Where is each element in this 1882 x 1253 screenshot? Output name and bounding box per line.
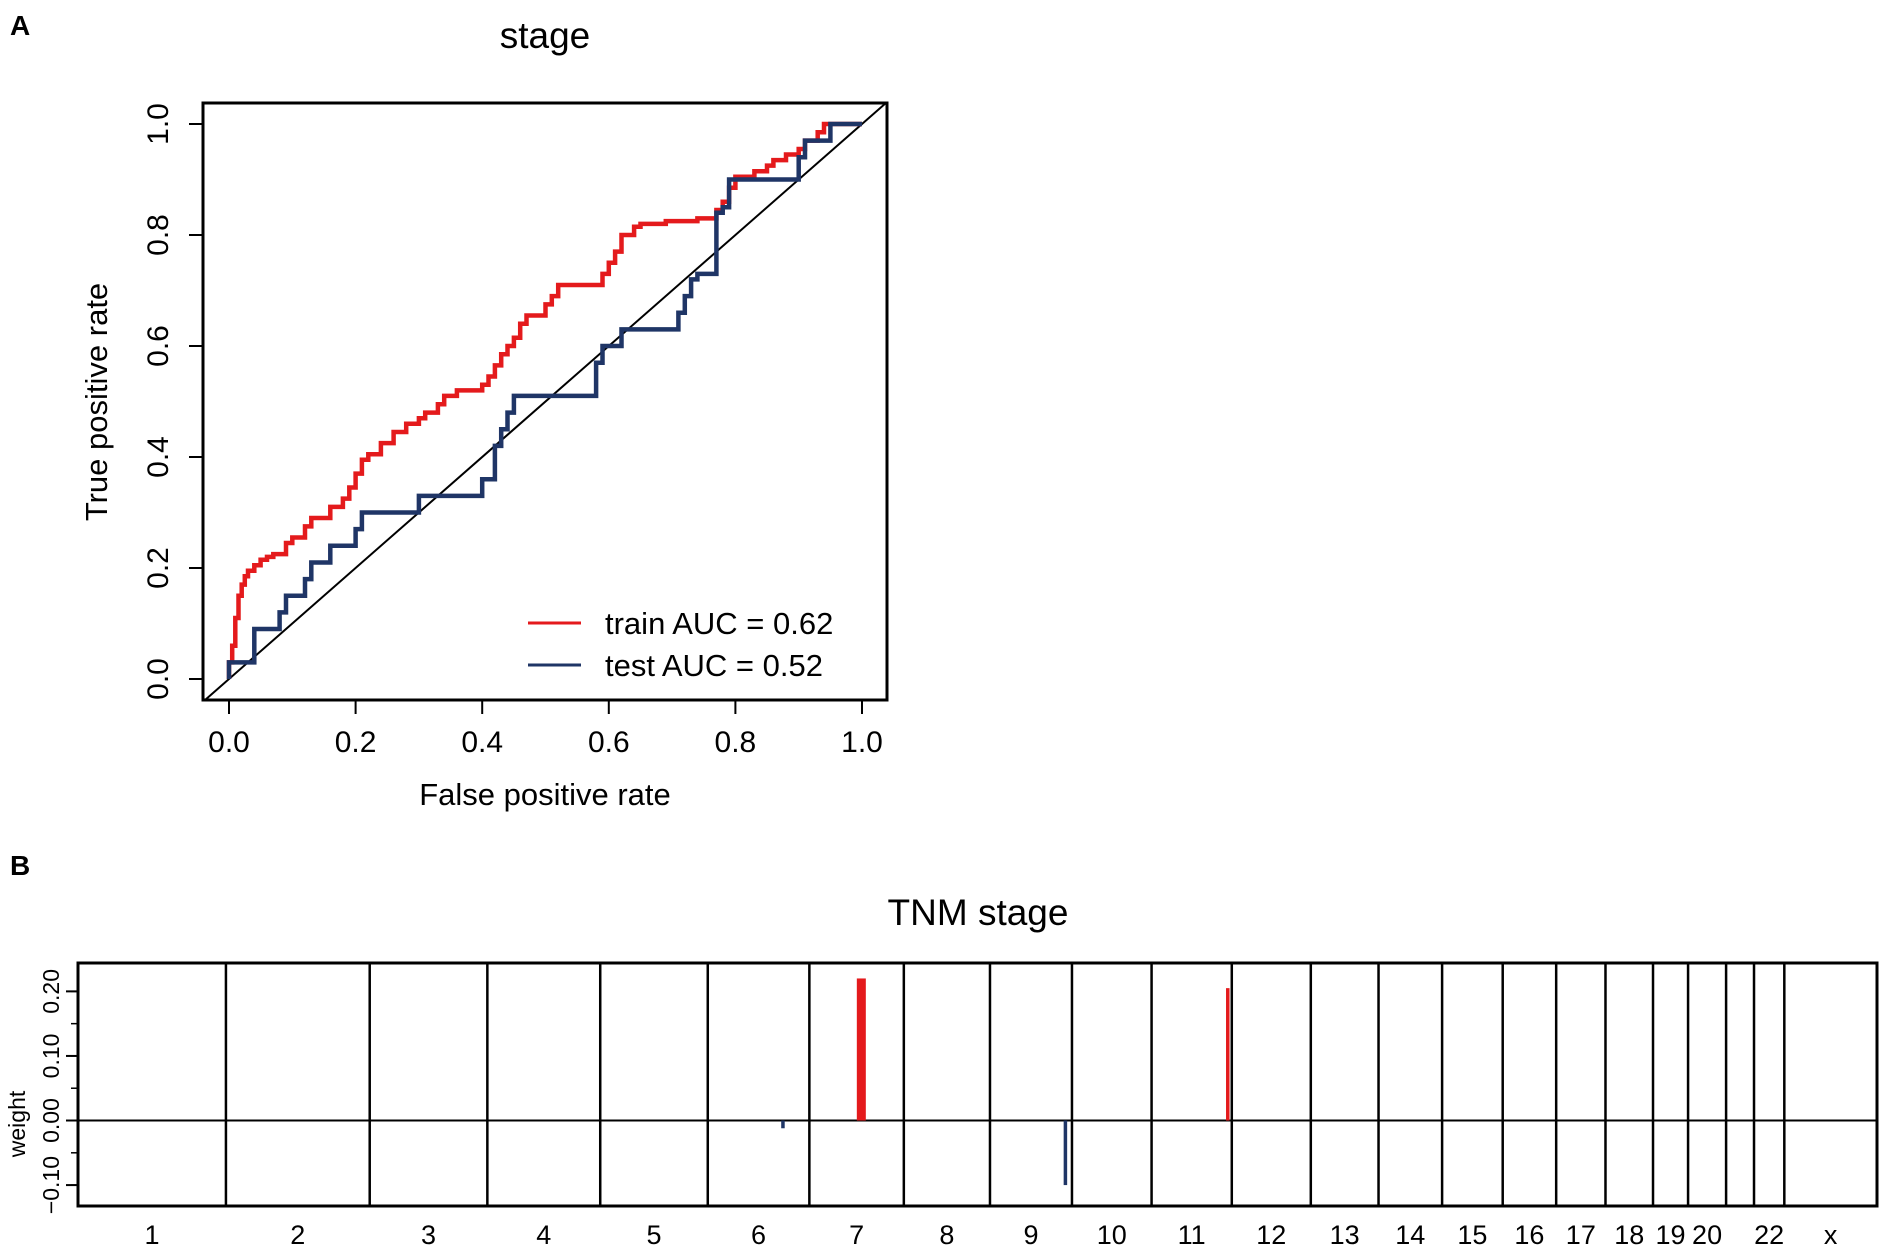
chromosome-labels: 1 2 3 4 5 6 7 8 9 10 11 12 13 14 15 16 17 18 19 20 22 x (144, 1220, 1837, 1250)
y-axis-b: −0.10 0.00 0.10 0.20 (38, 969, 78, 1214)
x-tick-label: 0.0 (208, 726, 250, 759)
chromosome-dividers (224, 963, 1786, 1206)
y-tick-label: 0.2 (142, 547, 175, 589)
y-axis-label-b: weight (4, 1090, 30, 1158)
chromosome-label: 12 (1256, 1220, 1286, 1250)
y-axis-label: True positive rate (79, 283, 114, 521)
panel-letter-a: A (10, 10, 30, 41)
diagonal-reference-line (203, 103, 887, 700)
chromosome-label: 4 (536, 1220, 551, 1250)
chromosome-label: 22 (1754, 1220, 1784, 1250)
chromosome-label: 14 (1395, 1220, 1425, 1250)
x-tick-label: 0.8 (715, 726, 757, 759)
test-roc-curve (226, 121, 862, 679)
y-tick-label: 0.4 (142, 436, 175, 478)
x-tick-label: 0.2 (335, 726, 377, 759)
chromosome-label: 17 (1566, 1220, 1596, 1250)
chromosome-label: 13 (1330, 1220, 1360, 1250)
chromosome-label: 2 (290, 1220, 305, 1250)
chromosome-label: 19 (1656, 1220, 1686, 1250)
y-tick-label-b: 0.20 (38, 969, 64, 1014)
y-axis: 0.0 0.2 0.4 0.6 0.8 1.0 (142, 103, 203, 700)
chromosome-label: 15 (1457, 1220, 1487, 1250)
y-tick-label: 0.8 (142, 214, 175, 256)
weight-bar-chr7 (856, 978, 866, 1121)
y-tick-label: 1.0 (142, 103, 175, 145)
y-tick-label: 0.6 (142, 325, 175, 367)
weight-bar-chr6 (781, 1120, 785, 1129)
chromosome-label: 1 (144, 1220, 159, 1250)
chart-title-b: TNM stage (888, 892, 1069, 933)
chromosome-label: 18 (1614, 1220, 1644, 1250)
plot-frame-b (76, 961, 1879, 1208)
weight-bars (781, 978, 1230, 1186)
chromosome-label: 7 (849, 1220, 864, 1250)
chromosome-label: 11 (1178, 1220, 1206, 1250)
chromosome-label: 10 (1097, 1220, 1127, 1250)
weight-bar-chr11 (1226, 988, 1230, 1121)
legend-label-test: test AUC = 0.52 (605, 648, 823, 683)
x-axis: 0.0 0.2 0.4 0.6 0.8 1.0 (208, 699, 883, 759)
x-tick-label: 0.6 (588, 726, 630, 759)
x-tick-label: 0.4 (461, 726, 503, 759)
x-axis-label: False positive rate (419, 777, 671, 812)
chromosome-label: 20 (1692, 1220, 1722, 1250)
weight-bar-chr9 (1063, 1120, 1068, 1186)
y-tick-label-b: 0.00 (38, 1098, 64, 1143)
chromosome-label: 3 (421, 1220, 436, 1250)
x-tick-label: 1.0 (841, 726, 883, 759)
roc-curves (226, 121, 862, 679)
y-tick-label: 0.0 (142, 658, 175, 700)
y-tick-label-b: 0.10 (38, 1034, 64, 1079)
chromosome-label: x (1824, 1220, 1838, 1250)
roc-chart: A stage False positive rate True positiv… (10, 10, 889, 812)
legend: train AUC = 0.62 test AUC = 0.52 (528, 606, 833, 683)
legend-label-train: train AUC = 0.62 (605, 606, 833, 641)
panel-letter-b: B (10, 850, 30, 881)
chromosome-label: 9 (1023, 1220, 1038, 1250)
chart-title: stage (500, 15, 591, 56)
y-tick-label-b: −0.10 (38, 1156, 64, 1214)
chromosome-label: 5 (646, 1220, 661, 1250)
chromosome-label: 6 (751, 1220, 766, 1250)
chromosome-label: 16 (1514, 1220, 1544, 1250)
chromosome-label: 8 (939, 1220, 954, 1250)
